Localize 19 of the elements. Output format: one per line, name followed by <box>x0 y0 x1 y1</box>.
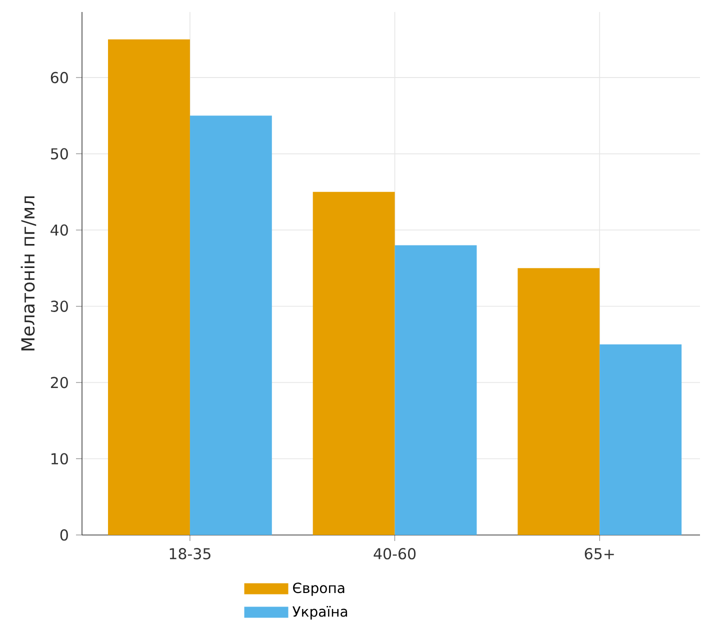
y-tick-label: 0 <box>60 529 68 541</box>
bar <box>394 245 477 535</box>
y-tick-label: 60 <box>50 72 68 84</box>
x-tick-label: 65+ <box>584 548 614 560</box>
bar <box>518 268 600 535</box>
bar <box>600 344 682 535</box>
bar <box>108 39 190 535</box>
x-tick-label: 18-35 <box>170 548 210 560</box>
legend-label: Україна <box>292 606 348 620</box>
bar <box>312 192 395 535</box>
y-tick-label: 30 <box>50 300 68 312</box>
bar <box>190 116 272 535</box>
y-axis-title: Мелатонін пг/мл <box>20 196 36 350</box>
legend-label: Європа <box>293 582 344 596</box>
y-tick-label: 40 <box>50 224 68 236</box>
x-tick-label: 40-60 <box>374 548 416 560</box>
y-tick-label: 10 <box>52 453 68 464</box>
y-tick-label: 50 <box>51 148 68 160</box>
y-tick-label: 20 <box>50 376 68 388</box>
